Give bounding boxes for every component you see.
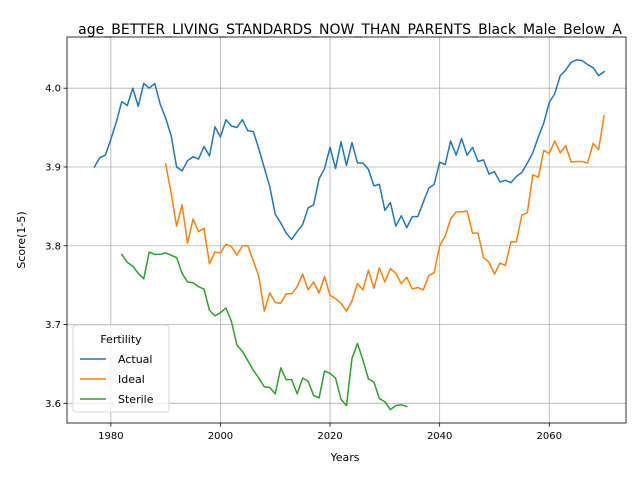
legend-label-sterile: Sterile [118, 393, 154, 406]
y-tick-label: 3.7 [45, 320, 61, 331]
y-tick-label: 3.8 [45, 241, 61, 252]
y-tick-label: 3.6 [45, 399, 61, 410]
legend-title: Fertility [100, 333, 142, 346]
y-tick-label: 3.9 [45, 162, 61, 173]
plot-area-frame [66, 36, 627, 424]
legend-label-ideal: Ideal [118, 373, 145, 386]
series-line-ideal [164, 114, 605, 312]
x-tick-label: 2000 [208, 431, 233, 442]
chart-title: age_BETTER_LIVING_STANDARDS_NOW_THAN_PAR… [78, 22, 622, 38]
x-tick-label: 2040 [427, 431, 452, 442]
legend-box [72, 324, 170, 413]
series-lines [93, 59, 606, 411]
x-axis-label: Years [329, 451, 359, 464]
series-line-actual [93, 59, 606, 241]
x-tick-label: 1980 [98, 431, 123, 442]
series-line-sterile [120, 251, 408, 411]
x-axis-ticks: 1980 2000 2020 2040 2060 [98, 423, 562, 442]
y-tick-label: 4.0 [45, 84, 61, 95]
x-tick-label: 2060 [537, 431, 562, 442]
x-tick-label: 2020 [317, 431, 342, 442]
legend-label-actual: Actual [118, 353, 152, 366]
y-axis-ticks: 3.6 3.7 3.8 3.9 4.0 [45, 84, 67, 410]
legend: Fertility Actual Ideal Sterile [72, 324, 170, 413]
y-axis-label: Score(1-5) [15, 211, 28, 268]
